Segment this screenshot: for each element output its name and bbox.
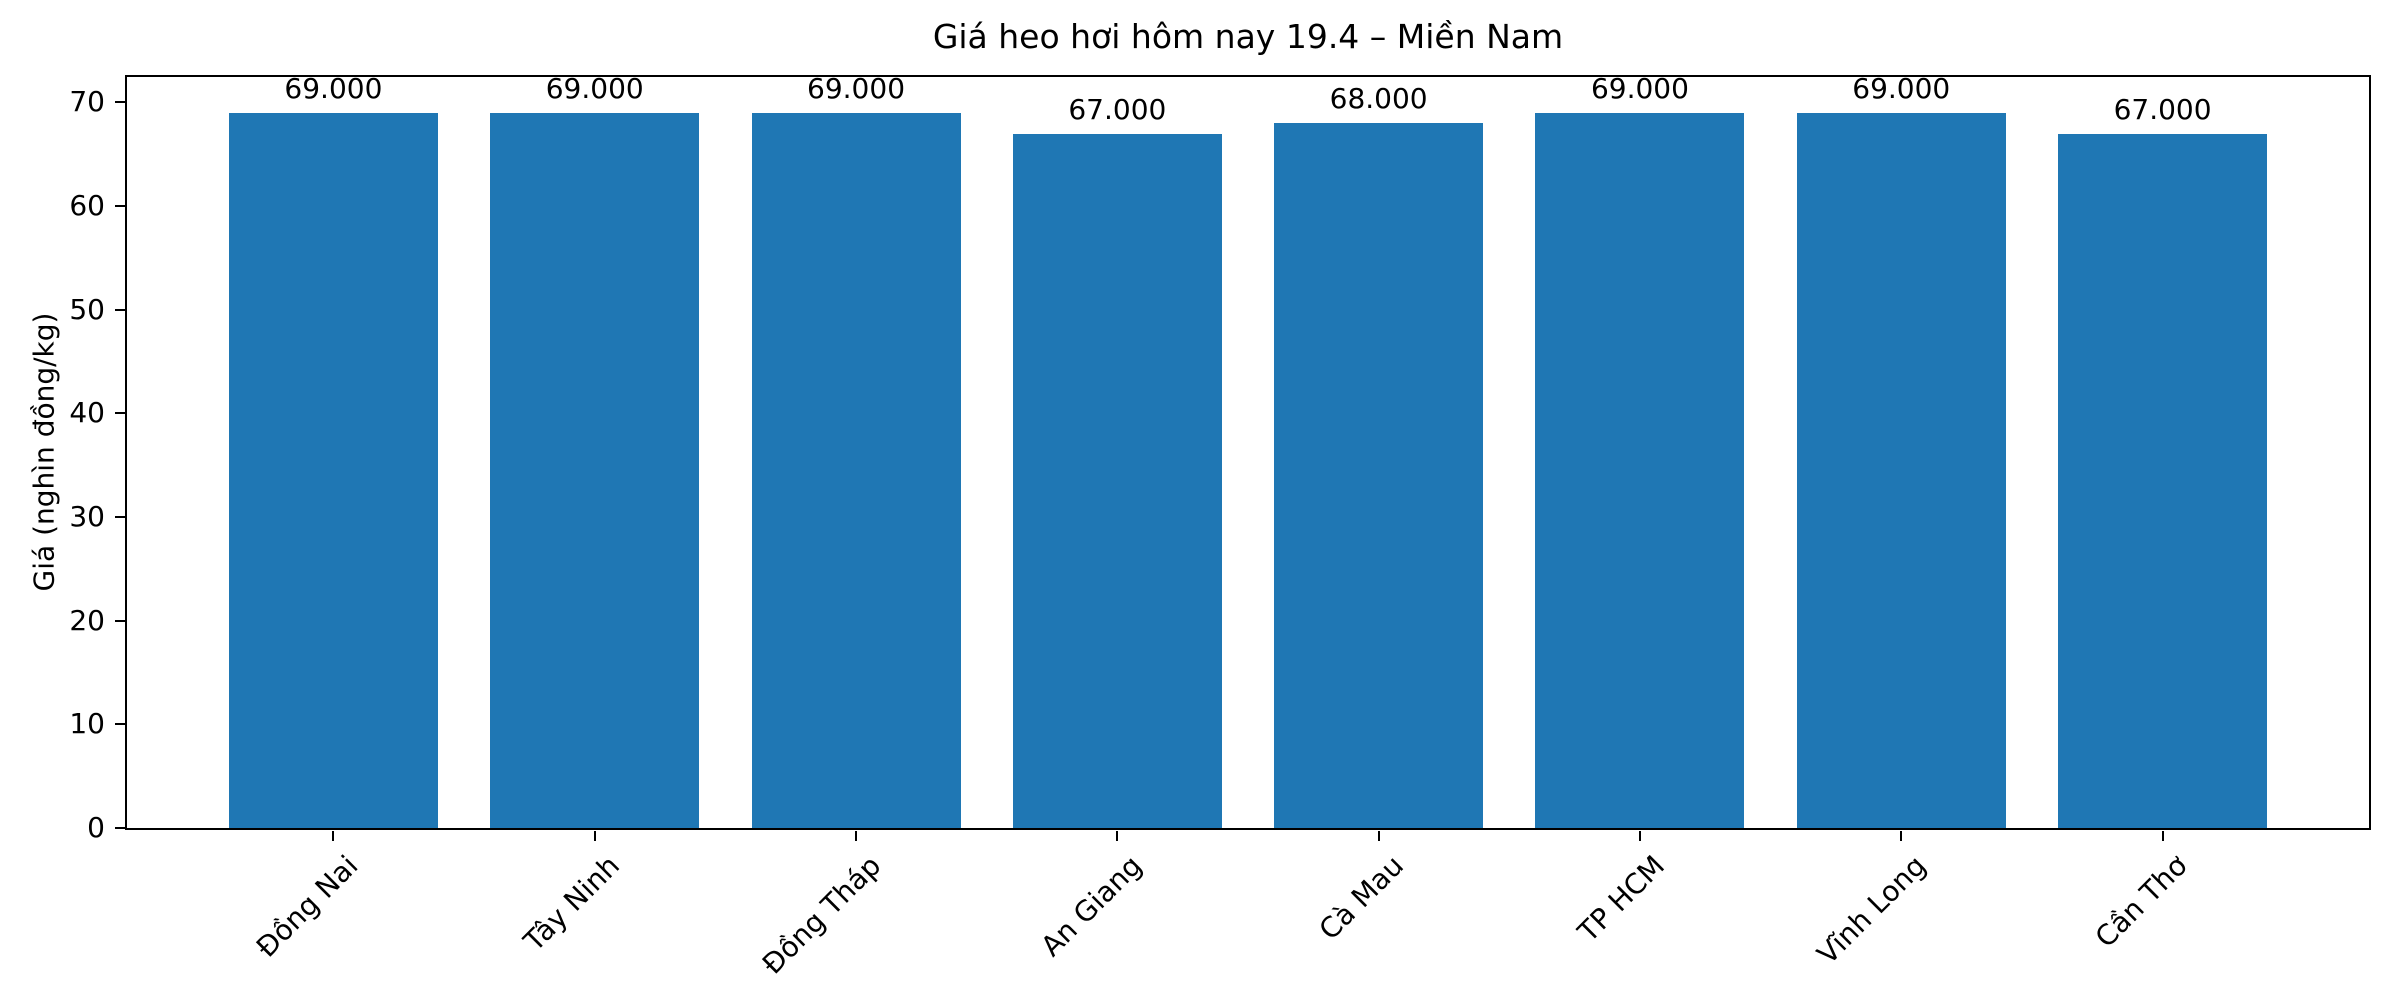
x-tick-label-6: Vĩnh Long [1810, 849, 1933, 971]
bar-1 [490, 112, 700, 828]
bar-0 [228, 112, 438, 828]
y-tick-mark-7 [115, 101, 125, 104]
x-tick-mark-1 [593, 831, 596, 841]
bar-5 [1535, 112, 1745, 828]
bar-3 [1012, 133, 1222, 828]
plot-area: 69.000 69.000 69.000 67.000 68.000 69.000 69.0… [125, 71, 2371, 830]
x-tick-label-3: An Giang [1034, 849, 1149, 963]
bar-value-label-0: 69.000 [284, 71, 383, 105]
x-tick-label-2: Đồng Tháp [755, 849, 888, 981]
x-tick-mark-2 [855, 831, 858, 841]
x-tick-label-7: Cần Thơ [2089, 849, 2194, 954]
bar-value-label-6: 69.000 [1852, 71, 1951, 105]
x-tick-mark-7 [2161, 831, 2164, 841]
bar-7 [2058, 133, 2268, 828]
chart-title: Giá heo hơi hôm nay 19.4 – Miền Nam [932, 17, 1564, 56]
bar-value-label-1: 69.000 [545, 71, 644, 105]
y-tick-label-4: 40 [69, 396, 105, 430]
y-tick-label-7: 70 [69, 85, 105, 119]
y-tick-label-0: 0 [87, 811, 105, 844]
y-tick-label-5: 50 [69, 292, 105, 326]
x-tick-mark-3 [1116, 831, 1119, 841]
bar-value-label-4: 68.000 [1329, 82, 1428, 116]
y-tick-mark-6 [115, 205, 125, 208]
x-tick-label-4: Cà Mau [1312, 849, 1410, 947]
y-axis-label: Giá (nghìn đồng/kg) [27, 312, 61, 592]
y-tick-mark-5 [115, 308, 125, 311]
bar-6 [1796, 112, 2006, 828]
x-tick-mark-5 [1638, 831, 1641, 841]
x-tick-label-0: Đồng Nai [250, 849, 365, 964]
y-tick-label-6: 60 [69, 189, 105, 223]
x-tick-label-1: Tây Ninh [517, 849, 627, 958]
y-tick-label-1: 10 [69, 707, 105, 741]
bar-value-label-3: 67.000 [1068, 92, 1167, 126]
bar-value-label-7: 67.000 [2113, 92, 2212, 126]
y-tick-mark-2 [115, 619, 125, 622]
y-tick-mark-4 [115, 412, 125, 415]
bar-value-label-2: 69.000 [807, 71, 906, 105]
y-tick-label-3: 30 [69, 500, 105, 534]
x-tick-mark-6 [1900, 831, 1903, 841]
x-tick-mark-4 [1377, 831, 1380, 841]
y-tick-mark-0 [115, 827, 125, 829]
y-tick-label-2: 20 [69, 603, 105, 637]
bar-2 [751, 112, 961, 828]
bar-4 [1274, 123, 1484, 828]
x-tick-label-5: TP HCM [1571, 849, 1672, 949]
x-tick-mark-0 [332, 831, 335, 841]
y-tick-mark-3 [115, 516, 125, 519]
y-tick-mark-1 [115, 723, 125, 726]
bar-value-label-5: 69.000 [1590, 71, 1689, 105]
